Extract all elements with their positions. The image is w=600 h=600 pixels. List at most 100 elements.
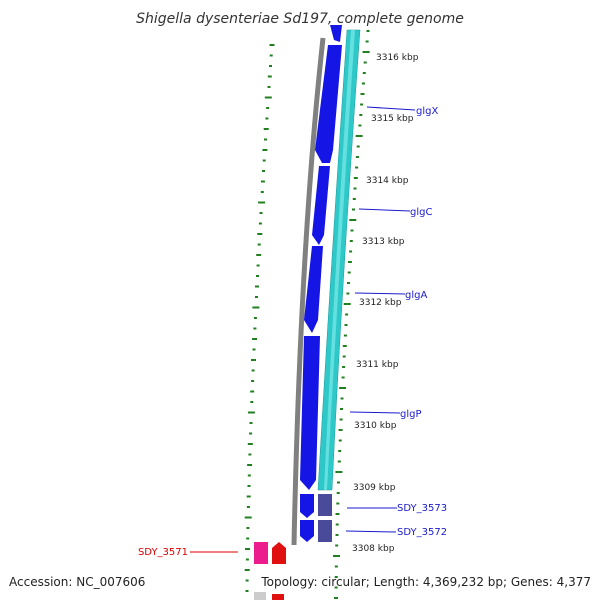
gc-skew-dash — [338, 439, 342, 442]
gc-skew-dash — [266, 107, 270, 109]
gc-skew-dash — [340, 408, 343, 410]
gc-skew-dash — [360, 93, 365, 95]
cds-arrow-sdy3573 — [300, 494, 314, 518]
gc-skew-dash — [248, 453, 252, 456]
gc-skew-dash — [252, 338, 257, 340]
tick-label: 3309 kbp — [353, 483, 396, 493]
gc-skew-dash — [256, 254, 262, 256]
gc-skew-dash — [255, 296, 258, 298]
gc-skew-dash — [338, 429, 343, 431]
gc-skew-dash — [334, 586, 338, 589]
cds-block-sdy3572-outer — [318, 520, 332, 542]
gc-skew-dash — [352, 208, 355, 211]
gc-skew-dash — [246, 495, 251, 498]
gc-skew-dash — [247, 474, 251, 477]
sdy3571-magenta-block — [254, 542, 268, 564]
gc-skew-dash — [347, 261, 352, 263]
gene-label-sdy3573: SDY_3573 — [397, 503, 447, 514]
gc-skew-dash — [264, 96, 272, 99]
gc-skew-dash — [355, 166, 359, 169]
gc-skew-dash — [337, 481, 340, 484]
gc-skew-dash — [258, 222, 262, 225]
gc-skew-dash — [356, 145, 360, 148]
cds-arrow-sdy3572 — [300, 520, 314, 542]
gc-skew-dash — [246, 527, 250, 529]
gc-skew-dash — [358, 124, 362, 127]
tick-label: 3308 kbp — [352, 544, 395, 554]
gc-skew-dash — [262, 159, 266, 162]
gc-skew-dash — [341, 376, 345, 379]
gene-label-glgp: glgP — [400, 409, 422, 420]
gc-skew-dash — [355, 156, 359, 158]
gc-skew-dash — [244, 516, 252, 519]
gc-skew-dash — [246, 537, 250, 540]
gc-skew-dash — [257, 233, 263, 235]
gc-skew-ring-inner — [244, 44, 275, 592]
gc-skew-dash — [336, 502, 340, 505]
backbone-arc — [291, 37, 326, 546]
gc-skew-dash — [256, 275, 259, 277]
gc-skew-dash — [347, 282, 350, 284]
gc-skew-dash — [252, 348, 256, 351]
gc-skew-dash — [345, 313, 349, 316]
gc-skew-dash — [362, 72, 366, 74]
leader-line-glgp — [349, 411, 401, 414]
gene-label-glga: glgA — [405, 290, 427, 301]
topology-text: Topology: circular; Length: 4,369,232 bp… — [260, 575, 591, 589]
gc-skew-dash — [359, 114, 363, 116]
gc-skew-dash — [247, 464, 253, 466]
gc-skew-dash — [267, 86, 271, 88]
gc-skew-dash — [247, 411, 255, 414]
cds-arrow-glgx — [315, 45, 342, 163]
sdy3571-red-block — [272, 542, 286, 564]
bottom-grey-block — [254, 592, 266, 600]
gc-skew-dash — [251, 369, 255, 372]
gc-skew-dash — [269, 54, 273, 57]
gc-skew-dash — [353, 187, 357, 190]
gc-skew-dash — [265, 117, 269, 120]
cds-block-sdy3573-outer — [318, 494, 332, 516]
tick-label: 3316 kbp — [376, 53, 419, 63]
gc-skew-dash — [336, 492, 340, 494]
gc-skew-dash — [335, 544, 339, 547]
gc-skew-dash — [260, 191, 264, 193]
gc-skew-dash — [262, 170, 265, 172]
cds-arrow-glgc — [312, 166, 330, 245]
gc-skew-dash — [334, 565, 338, 568]
gc-skew-dash — [350, 229, 354, 232]
gene-label-sdy3572: SDY_3572 — [397, 527, 447, 538]
gc-skew-dash — [269, 65, 272, 67]
gc-skew-dash — [251, 380, 255, 382]
gc-skew-dash — [257, 243, 261, 246]
leader-line-glgc — [358, 208, 411, 212]
gc-skew-dash — [334, 576, 338, 578]
cds-arrow-glga — [304, 246, 323, 333]
gc-skew-dash — [340, 397, 344, 400]
tick-label: 3315 kbp — [371, 114, 414, 124]
gc-skew-dash — [349, 250, 353, 253]
gc-skew-dash — [339, 418, 343, 421]
gc-skew-dash — [253, 327, 257, 330]
gc-skew-dash — [353, 177, 358, 179]
gc-skew-dash — [256, 264, 260, 267]
gc-skew-dash — [349, 219, 357, 221]
gc-skew-dash — [346, 292, 350, 295]
gc-skew-dash — [249, 422, 253, 424]
gc-skew-dash — [355, 135, 363, 137]
gc-skew-dash — [245, 579, 249, 582]
gc-skew-dash — [363, 61, 367, 64]
gc-skew-dash — [247, 443, 253, 445]
gc-skew-dash — [246, 506, 250, 508]
tick-label: 3312 kbp — [359, 298, 402, 308]
gc-skew-dash — [366, 30, 370, 32]
leader-line-sdy3572 — [345, 530, 397, 533]
gc-skew-dash — [262, 149, 268, 151]
tick-label: 3314 kbp — [366, 176, 409, 186]
gc-skew-dash — [347, 271, 351, 274]
outer-track-highlight — [324, 30, 355, 490]
gc-skew-dash — [342, 366, 346, 368]
gc-skew-dash — [252, 306, 260, 309]
gc-skew-dash — [251, 359, 256, 361]
gc-skew-dash — [263, 128, 269, 130]
